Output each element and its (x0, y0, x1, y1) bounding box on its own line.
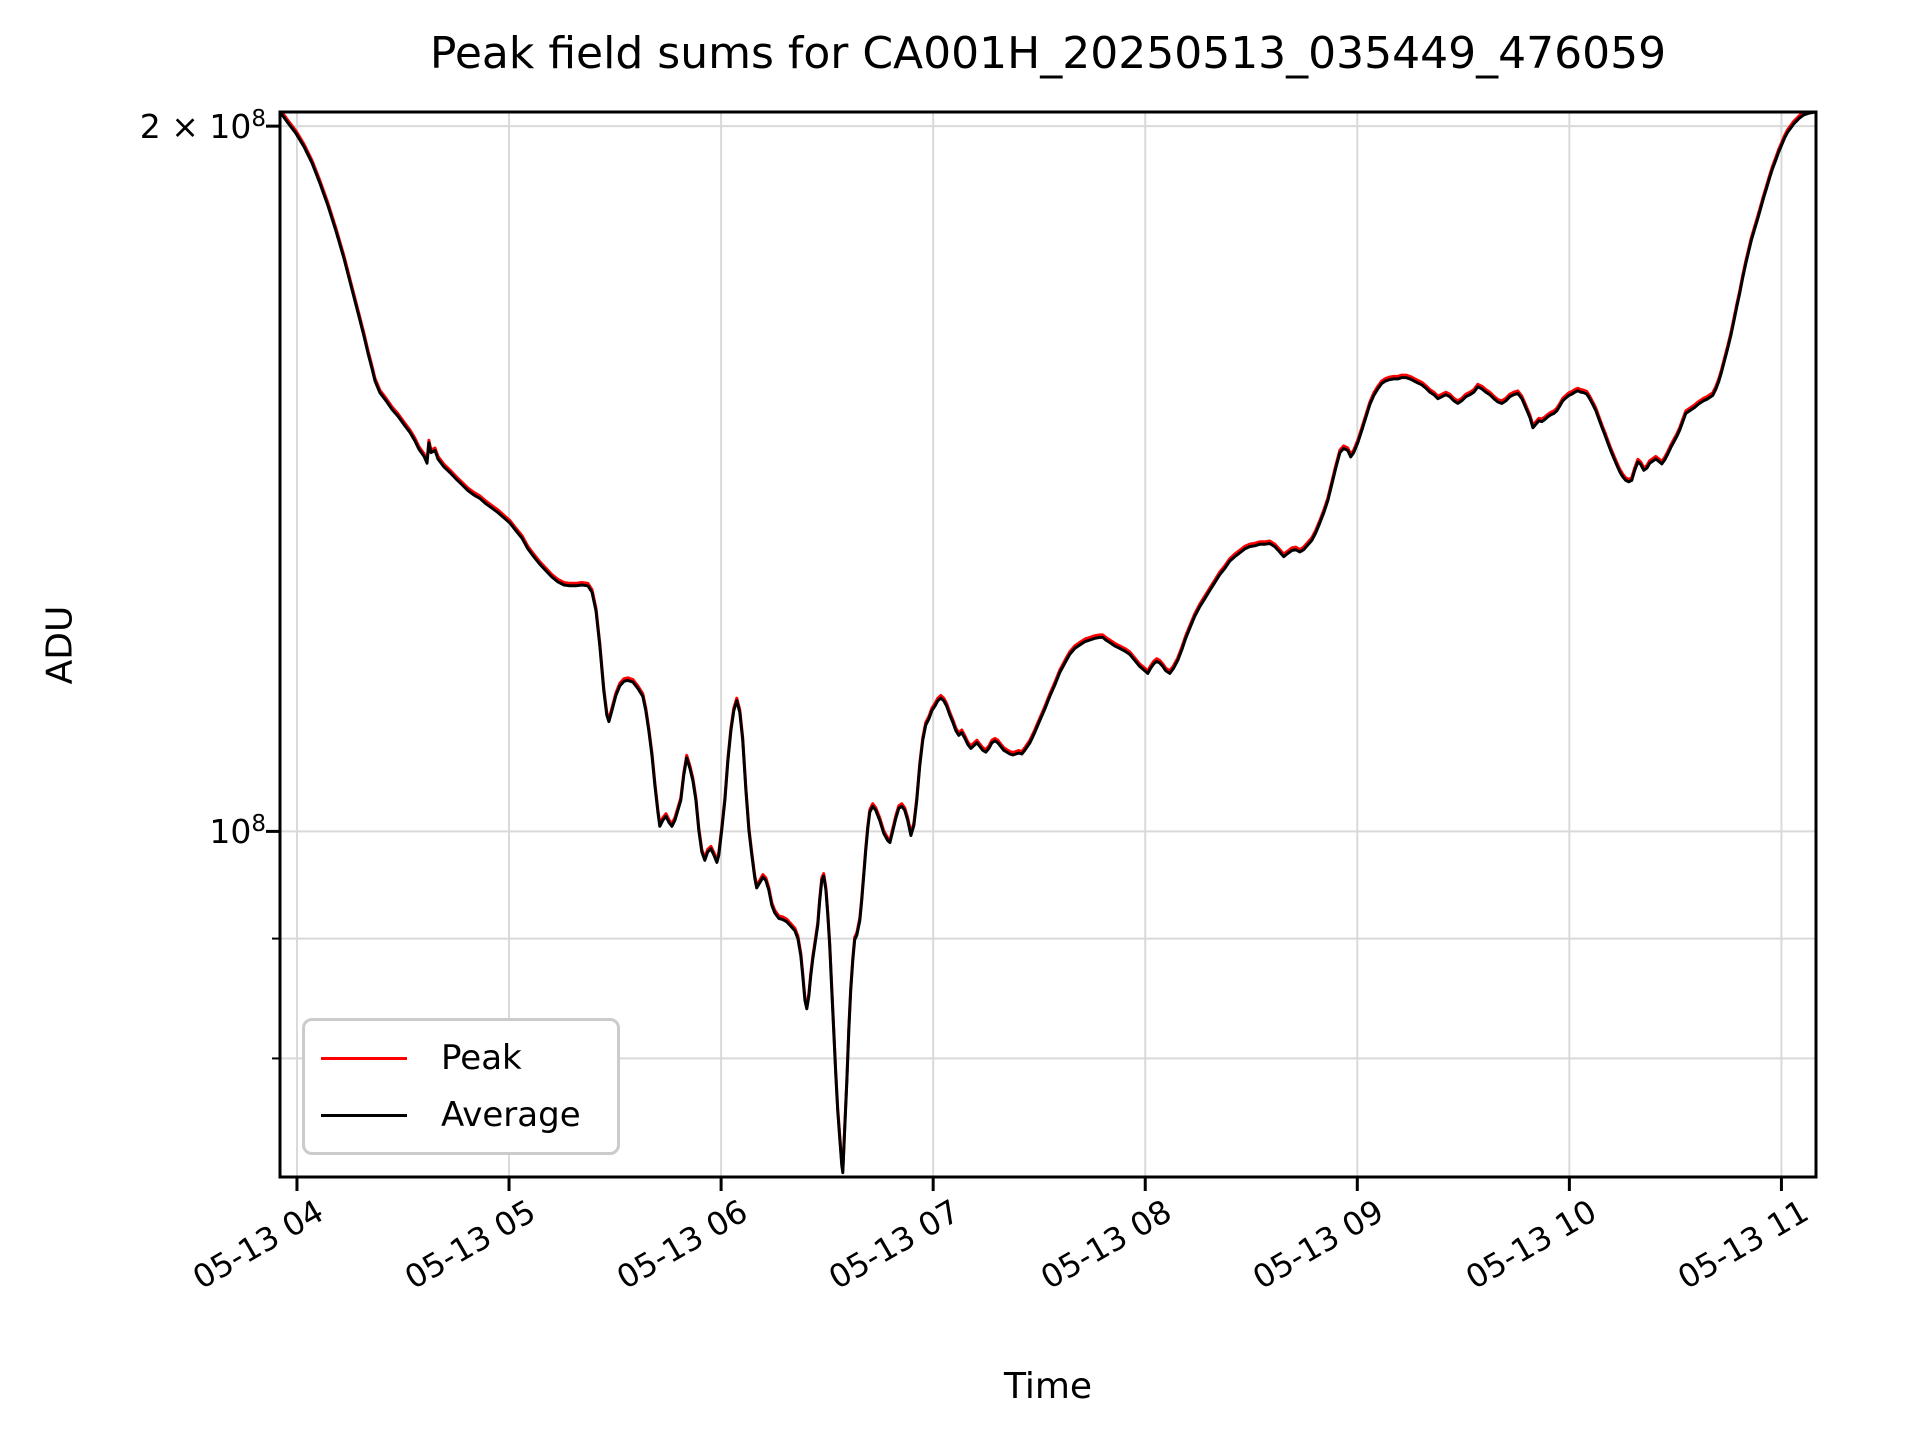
x-axis-label: Time (1003, 1366, 1093, 1407)
legend-label-average: Average (441, 1095, 581, 1135)
axes-spines (278, 110, 1818, 1179)
peak-line-swatch (321, 1056, 407, 1060)
peak-line (280, 112, 1810, 1172)
average-line (280, 112, 1816, 1175)
legend: Peak Average (302, 1018, 620, 1155)
average-line-swatch (321, 1113, 407, 1117)
chart-title: Peak field sums for CA001H_20250513_0354… (429, 28, 1667, 79)
y-tick-label-1e8: 108 (209, 811, 266, 852)
legend-item-average: Average (305, 1095, 617, 1135)
legend-item-peak: Peak (305, 1038, 617, 1078)
legend-label-peak: Peak (441, 1038, 522, 1078)
y-tick-label-2e8: 2 × 108 (139, 106, 266, 147)
y-axis-label: ADU (39, 605, 81, 685)
